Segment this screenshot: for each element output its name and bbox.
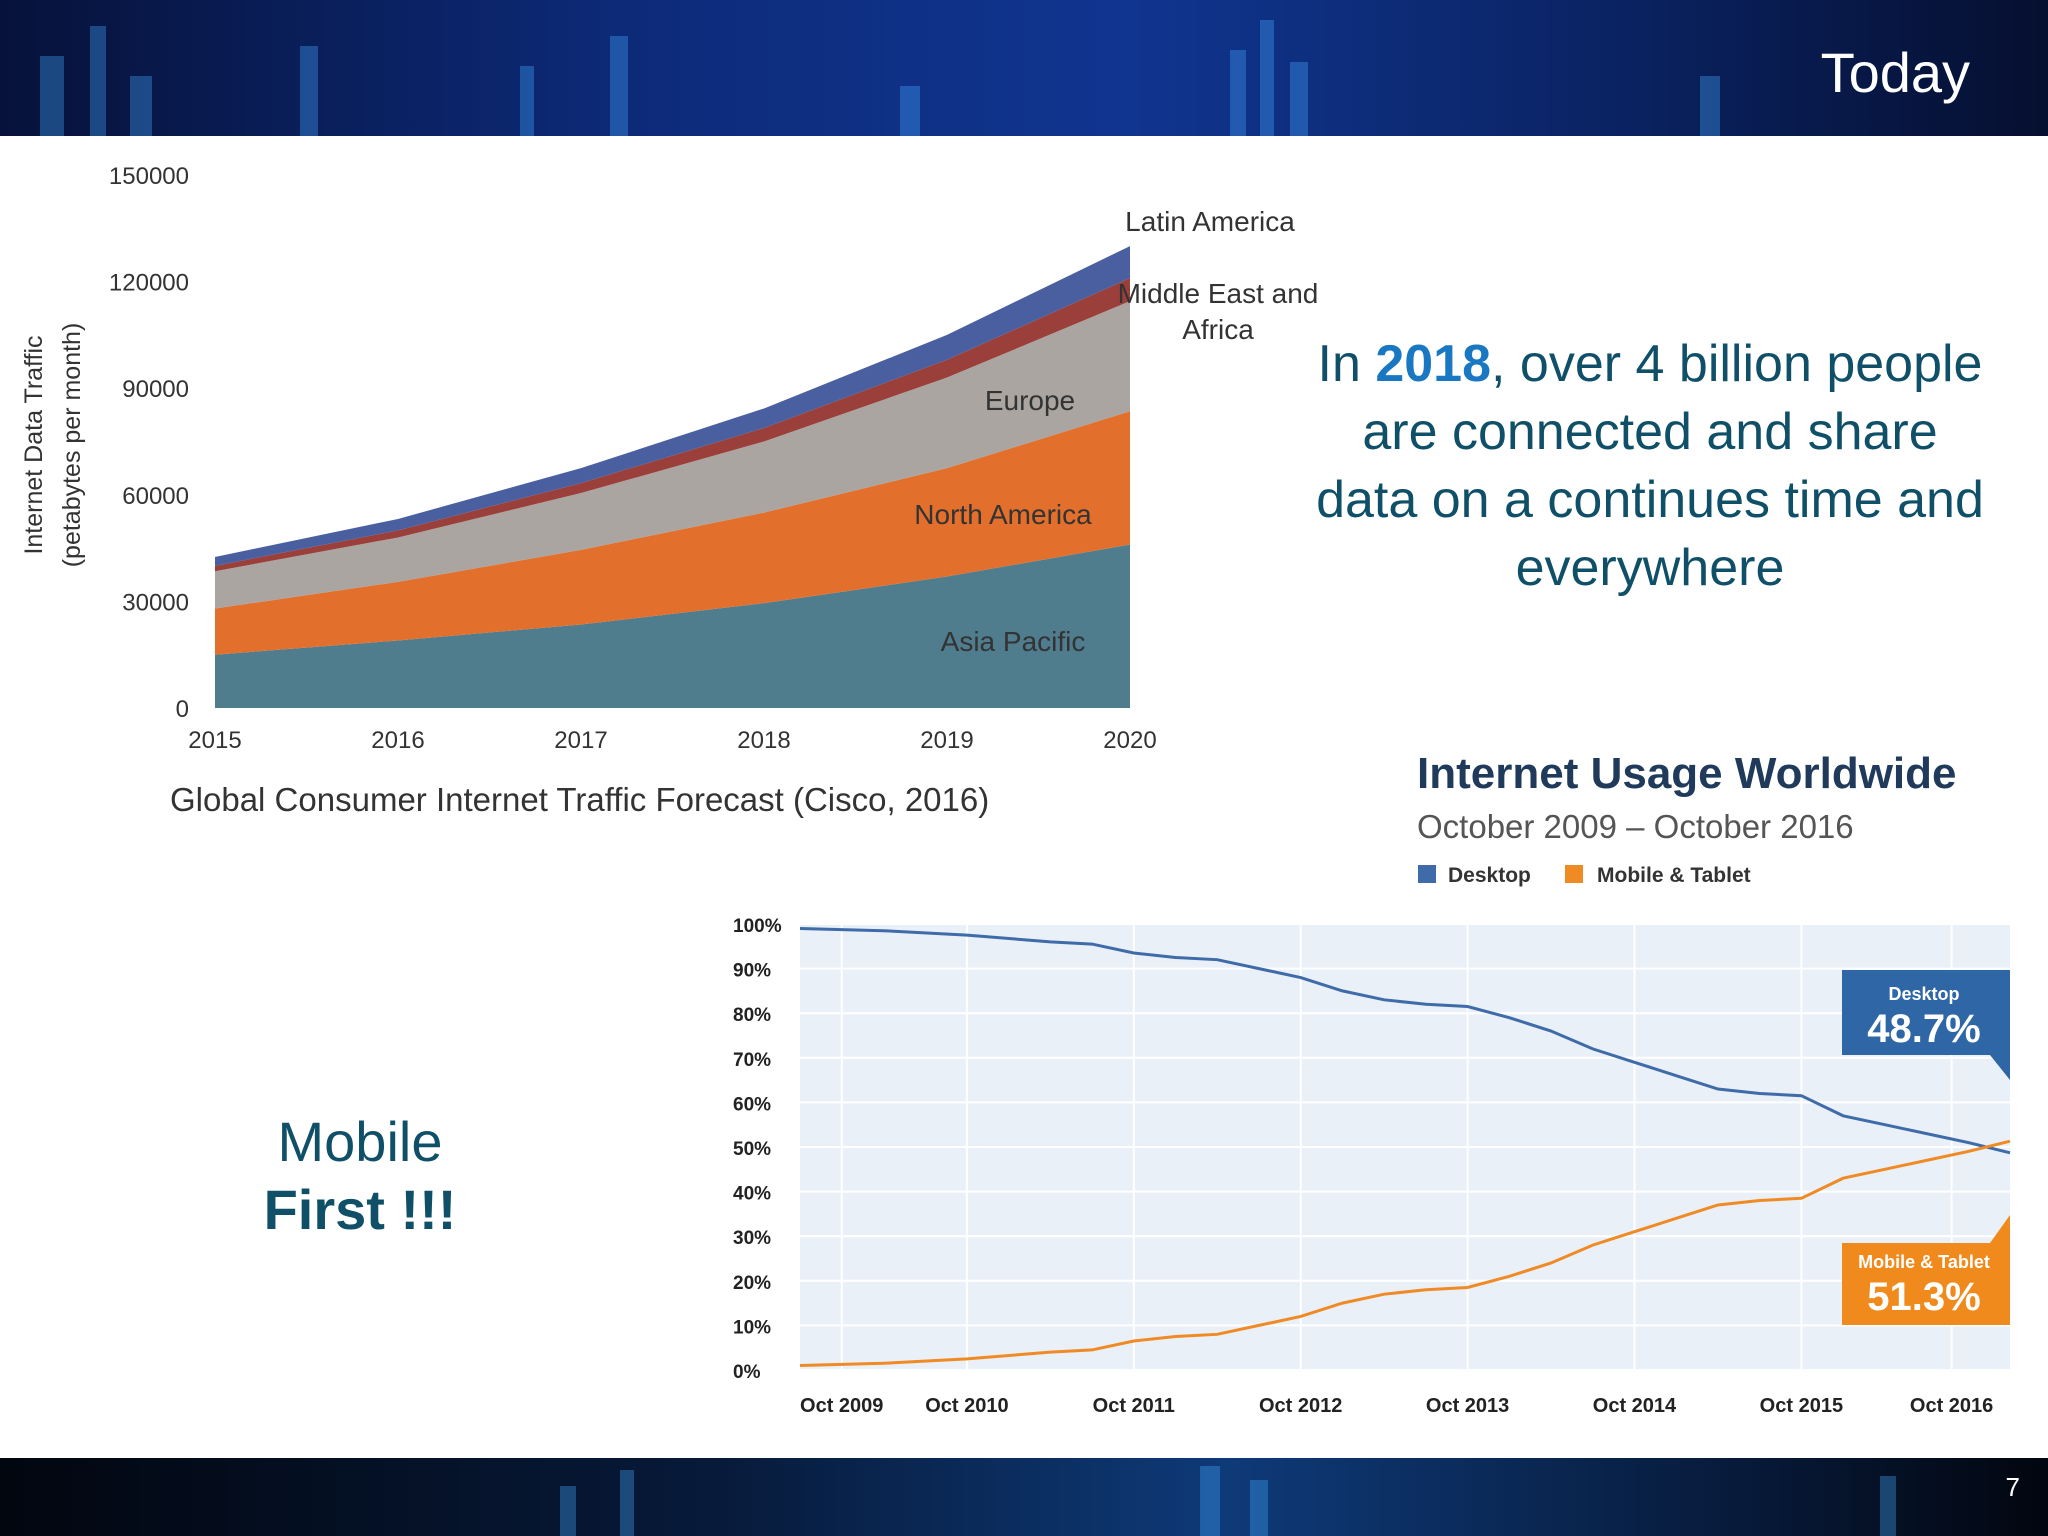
ytick-label: 0: [176, 696, 189, 723]
xtick-label: Oct 2016: [1910, 1395, 1993, 1417]
xtick-label: Oct 2015: [1760, 1395, 1843, 1417]
series-label-middle-east-and-africa: Middle East and: [1118, 278, 1319, 309]
ytick-label: 20%: [733, 1273, 771, 1294]
ytick-label: 30%: [733, 1228, 771, 1249]
footer-banner: [0, 1458, 2048, 1536]
xtick-label: Oct 2010: [925, 1395, 1008, 1417]
mobile-text-line2: First !!!: [263, 1178, 457, 1241]
ytick-label: 120000: [109, 270, 189, 297]
legend-label-mobile: Mobile & Tablet: [1597, 864, 1751, 887]
header-banner: [0, 0, 2048, 136]
xtick-label: 2020: [1103, 727, 1156, 754]
mobile-text-line1: Mobile: [277, 1110, 443, 1173]
stat-text-prefix: In: [1317, 335, 1376, 393]
xtick-label: 2017: [554, 727, 607, 754]
xtick-label: Oct 2009: [800, 1395, 883, 1417]
chart-subtitle: October 2009 – October 2016: [1417, 808, 1854, 845]
mobile-first-text: Mobile First !!!: [210, 1108, 510, 1244]
y-axis-label: (petabytes per month): [58, 323, 86, 568]
xtick-label: 2016: [371, 727, 424, 754]
legend-swatch-mobile: [1565, 865, 1583, 883]
ytick-label: 90%: [733, 961, 771, 982]
legend-swatch-desktop: [1418, 865, 1436, 883]
ytick-label: 60000: [122, 483, 189, 510]
ytick-label: 150000: [109, 163, 189, 190]
series-label-north-america: North America: [914, 499, 1092, 530]
page-number: 7: [2005, 1472, 2020, 1502]
series-label-asia-pacific: Asia Pacific: [941, 626, 1086, 657]
series-label-middle-east-and-africa: Africa: [1182, 314, 1254, 345]
callout-desktop-value: 48.7%: [1867, 1007, 1980, 1051]
xtick-label: 2015: [188, 727, 241, 754]
line-mobile-tablet: [799, 1139, 2011, 1368]
stat-text: In 2018, over 4 billion people are conne…: [1310, 330, 1990, 602]
xtick-label: 2019: [920, 727, 973, 754]
callout-mobile-label: Mobile & Tablet: [1858, 1252, 1990, 1272]
ytick-label: 0%: [733, 1362, 761, 1383]
slide-title: Today: [1820, 41, 1970, 104]
stat-text-year: 2018: [1375, 335, 1492, 393]
ytick-label: 100%: [733, 916, 782, 937]
area-europe: [215, 301, 1130, 609]
area-asia-pacific: [215, 544, 1130, 708]
ytick-label: 90000: [122, 376, 189, 403]
ytick-label: 80%: [733, 1005, 771, 1026]
ytick-label: 70%: [733, 1050, 771, 1071]
series-label-latin-america: Latin America: [1125, 206, 1295, 237]
ytick-label: 40%: [733, 1184, 771, 1205]
ytick-label: 30000: [122, 589, 189, 616]
xtick-label: Oct 2014: [1593, 1395, 1677, 1417]
legend-label-desktop: Desktop: [1448, 864, 1531, 887]
callout-mobile-value: 51.3%: [1867, 1275, 1980, 1319]
chart-title: Global Consumer Internet Traffic Forecas…: [170, 781, 989, 818]
ytick-label: 50%: [733, 1139, 771, 1160]
xtick-label: 2018: [737, 727, 790, 754]
y-axis-label: Internet Data Traffic: [20, 335, 48, 554]
ytick-label: 10%: [733, 1317, 771, 1338]
stat-text-suffix: , over 4 billion people are connected an…: [1316, 335, 1984, 597]
area-north-america: [215, 411, 1130, 655]
xtick-label: Oct 2013: [1426, 1395, 1509, 1417]
callout-desktop: [1842, 970, 2010, 1080]
chart-title: Internet Usage Worldwide: [1417, 749, 1957, 798]
callout-desktop-label: Desktop: [1888, 984, 1959, 1004]
line-desktop: [799, 926, 2011, 1155]
xtick-label: Oct 2011: [1093, 1395, 1175, 1417]
ytick-label: 60%: [733, 1094, 771, 1115]
callout-mobile: [1842, 1215, 2010, 1325]
xtick-label: Oct 2012: [1259, 1395, 1342, 1417]
series-label-europe: Europe: [985, 385, 1075, 416]
